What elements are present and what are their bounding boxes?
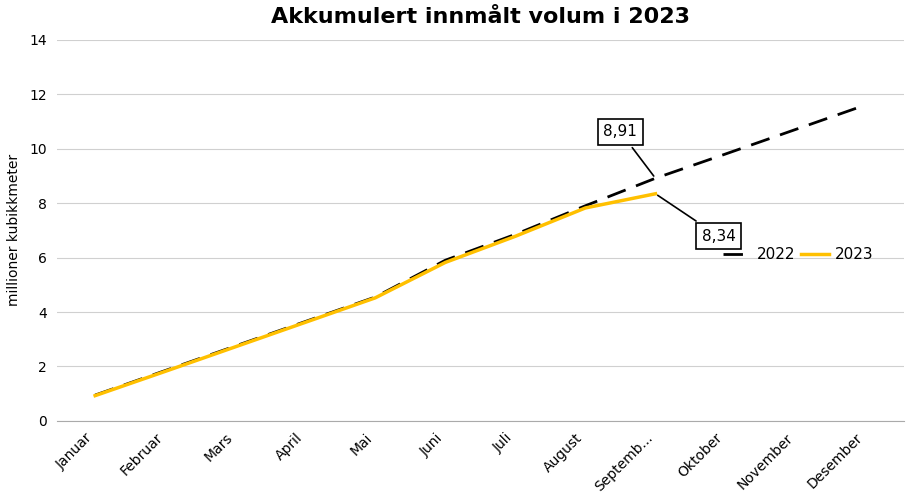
Line: 2023: 2023	[95, 194, 655, 396]
2022	[300, 319, 311, 325]
2023	[300, 319, 311, 325]
2022	[159, 368, 170, 374]
2023	[89, 393, 100, 399]
Y-axis label: millioner kubikkmeter: millioner kubikkmeter	[7, 154, 21, 306]
2022	[860, 102, 871, 108]
2022	[720, 151, 731, 157]
2022	[230, 343, 241, 349]
2022	[89, 392, 100, 398]
Text: 8,91: 8,91	[603, 124, 654, 176]
2023	[159, 368, 170, 374]
Text: 8,34: 8,34	[658, 195, 735, 243]
2022	[370, 294, 381, 300]
2022	[580, 203, 591, 209]
2023	[580, 205, 591, 211]
Title: Akkumulert innmålt volum i 2023: Akkumulert innmålt volum i 2023	[271, 7, 690, 27]
2023	[370, 295, 381, 301]
2022	[440, 257, 451, 263]
2023	[440, 260, 451, 266]
2023	[510, 233, 521, 239]
2022	[650, 175, 660, 181]
2023	[650, 191, 660, 197]
Line: 2022: 2022	[95, 105, 865, 395]
2022	[790, 126, 801, 132]
Legend: 2022, 2023: 2022, 2023	[717, 241, 879, 269]
2023	[230, 344, 241, 350]
2022	[510, 231, 521, 237]
